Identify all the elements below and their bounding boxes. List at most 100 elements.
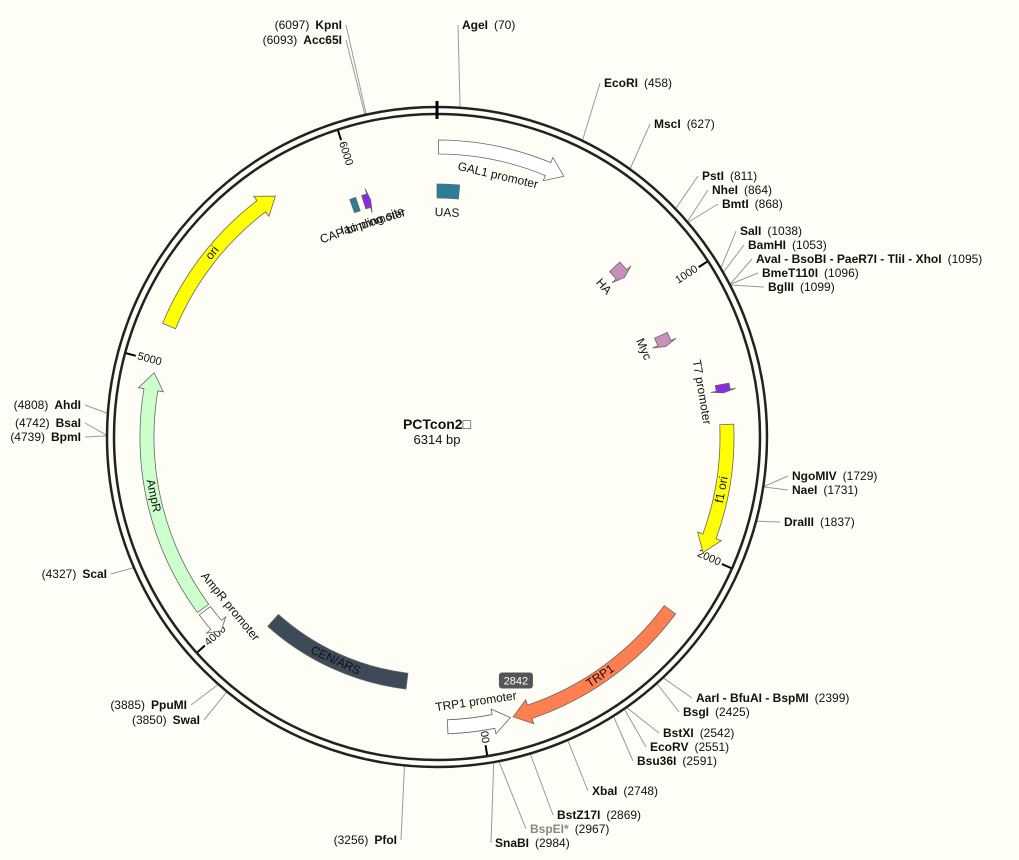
leader-line-aari-bfuai-bspmi [663, 677, 693, 699]
leader-line-bmet110i [730, 272, 759, 285]
feature-shape [198, 605, 227, 634]
leader-line-sali [720, 230, 737, 268]
feature-shape [137, 372, 210, 614]
site-name: BsgI [683, 705, 709, 719]
site-avai-bsobi-paer7i-tlii-xhoi[interactable]: AvaI - BsoBI - PaeR7I - TliI - XhoI (1095… [756, 252, 982, 266]
site-ppumi[interactable]: PpuMI (3885) [110, 698, 187, 712]
site-ngomiv[interactable]: NgoMIV (1729) [792, 469, 877, 483]
site-msci[interactable]: MscI (627) [654, 117, 715, 131]
site-name: BstZ17I [557, 808, 600, 822]
position-badge: 2842 [498, 672, 533, 689]
site-position: (6097) [275, 18, 310, 32]
feature-ori[interactable]: ori [162, 195, 276, 330]
tick-mark [125, 352, 137, 357]
site-acc65i[interactable]: Acc65I (6093) [263, 33, 342, 47]
site-snabi[interactable]: SnaBI (2984) [495, 836, 570, 850]
site-psti[interactable]: PstI (811) [702, 169, 757, 183]
site-name: EcoRV [650, 740, 688, 754]
site-position: (3885) [110, 698, 145, 712]
site-bpmi[interactable]: BpmI (4739) [10, 430, 81, 444]
site-bspei[interactable]: BspEI* (2967) [530, 822, 609, 836]
feature-ha[interactable]: HA [593, 261, 632, 297]
feature-label: lac promoter [339, 205, 407, 237]
site-bmti[interactable]: BmtI (868) [722, 197, 783, 211]
site-name: BspEI* [530, 822, 569, 836]
leader-line-pfoi [400, 766, 405, 841]
site-xbai[interactable]: XbaI (2748) [592, 784, 658, 798]
feature-trp1-promoter[interactable]: TRP1 promoter [434, 688, 518, 735]
feature-shape [438, 139, 565, 182]
plasmid-backbone [105, 101, 769, 769]
feature-label: TRP1 promoter [434, 688, 517, 714]
site-position: (2591) [682, 754, 717, 768]
site-bmet110i[interactable]: BmeT110I (1096) [762, 266, 859, 280]
site-sali[interactable]: SalI (1038) [740, 224, 802, 238]
feature-uas[interactable]: UAS [434, 183, 461, 220]
leader-line-snabi [490, 763, 495, 844]
site-scai[interactable]: ScaI (4327) [42, 567, 107, 581]
site-swai[interactable]: SwaI (3850) [132, 713, 200, 727]
tick-mark [196, 644, 206, 653]
site-pfoi[interactable]: PfoI (3256) [334, 833, 397, 847]
site-name: PfoI [374, 833, 397, 847]
site-position: (2748) [623, 784, 658, 798]
tick-label: 5000 [136, 350, 163, 368]
leader-line-bpmi [84, 435, 107, 438]
site-position: (3256) [334, 833, 369, 847]
site-ecorv[interactable]: EcoRV (2551) [650, 740, 729, 754]
site-position: (458) [644, 76, 672, 90]
tick-mark [337, 130, 343, 141]
site-position: (627) [687, 117, 715, 131]
leader-line-ngomiv [764, 475, 789, 487]
site-position: (1731) [823, 483, 858, 497]
feature-trp1[interactable]: TRP1 [512, 605, 677, 725]
site-bsgi[interactable]: BsgI (2425) [683, 705, 750, 719]
site-bsai[interactable]: BsaI (4742) [15, 416, 81, 430]
site-draiii[interactable]: DraIII (1837) [784, 515, 855, 529]
site-aari-bfuai-bspmi[interactable]: AarI - BfuAI - BspMI (2399) [696, 691, 849, 705]
site-ecori[interactable]: EcoRI (458) [604, 76, 672, 90]
feature-shape [267, 613, 409, 690]
site-position: (868) [755, 197, 783, 211]
site-bstxi[interactable]: BstXI (2542) [663, 726, 734, 740]
feature-label: HA [593, 275, 615, 297]
leader-line-kpni [345, 24, 367, 114]
leader-line-bglii [730, 284, 765, 288]
leader-line-agei [457, 24, 461, 107]
feature-shape [447, 708, 512, 735]
site-position: (6093) [263, 33, 298, 47]
site-bstz17i[interactable]: BstZ17I (2869) [557, 808, 641, 822]
feature-ampr[interactable]: AmpR [137, 372, 210, 614]
leader-line-avai-bsobi-paer7i-tlii-xhoi [730, 258, 753, 285]
tick-mark [484, 745, 489, 756]
site-position: (2984) [535, 836, 570, 850]
leader-line-bstxi [626, 707, 660, 734]
feature-lac-promoter[interactable]: lac promoter [339, 188, 407, 238]
site-position: (1096) [824, 266, 859, 280]
feature-f1-ori[interactable]: f1 ori [697, 423, 735, 554]
feature-cen-ars[interactable]: CEN/ARS [267, 613, 409, 690]
site-ahdi[interactable]: AhdI (4808) [14, 398, 81, 412]
site-bamhi[interactable]: BamHI (1053) [748, 238, 827, 252]
site-position: (2967) [575, 822, 610, 836]
site-name: BpmI [51, 430, 81, 444]
site-kpni[interactable]: KpnI (6097) [275, 18, 342, 32]
feature-t7-promoter[interactable]: T7 promoter [690, 359, 736, 426]
feature-gal1-promoter[interactable]: GAL1 promoter [438, 139, 565, 191]
feature-shape [697, 423, 735, 554]
site-agei[interactable]: AgeI (70) [462, 18, 515, 32]
feature-label: UAS [434, 205, 459, 220]
site-name: Bsu36I [637, 754, 676, 768]
feature-label: Myc [633, 336, 654, 362]
badge-label: 2842 [504, 676, 528, 688]
site-name: SwaI [173, 713, 200, 727]
site-bglii[interactable]: BglII (1099) [768, 280, 835, 294]
leader-line-ppumi [190, 684, 218, 706]
badge-background [498, 672, 533, 689]
site-bsu36i[interactable]: Bsu36I (2591) [637, 754, 717, 768]
feature-ampr-promoter[interactable]: AmpR promoter [198, 569, 263, 643]
feature-myc[interactable]: Myc [633, 331, 677, 362]
site-nhei[interactable]: NheI (864) [712, 183, 772, 197]
site-naei[interactable]: NaeI (1731) [792, 483, 858, 497]
site-position: (1729) [843, 469, 878, 483]
